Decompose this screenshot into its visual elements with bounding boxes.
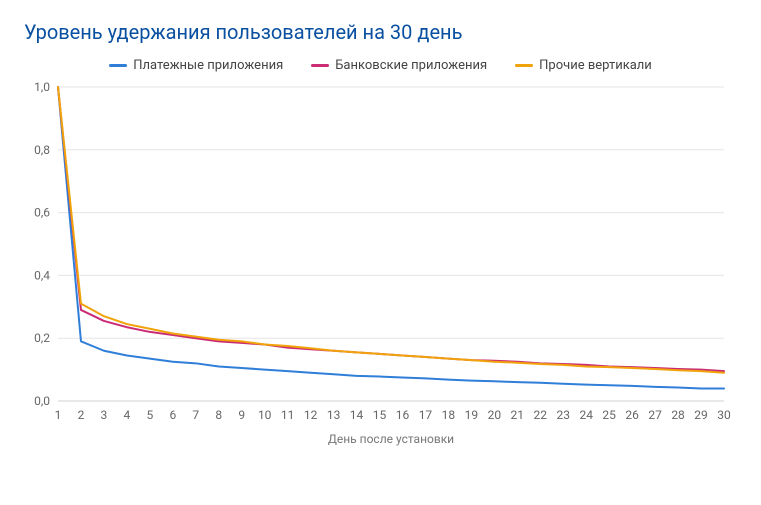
x-tick-label: 22 <box>534 408 548 422</box>
legend-label: Банковские приложения <box>335 58 487 73</box>
x-tick-label: 2 <box>78 408 85 422</box>
legend-item: Прочие вертикали <box>515 58 652 73</box>
legend-label: Прочие вертикали <box>539 58 652 73</box>
x-tick-label: 16 <box>396 408 410 422</box>
y-axis: 0,0 0,2 0,4 0,6 0,8 1,0 <box>34 81 50 408</box>
legend-label: Платежные приложения <box>133 58 283 73</box>
x-tick-label: 8 <box>215 408 222 422</box>
x-tick-label: 29 <box>694 408 708 422</box>
x-tick-label: 11 <box>281 408 295 422</box>
legend-item: Платежные приложения <box>109 58 283 73</box>
x-tick-label: 28 <box>671 408 685 422</box>
y-tick-label: 0,8 <box>34 143 50 157</box>
y-tick-label: 0,0 <box>34 394 50 408</box>
x-axis: 1234567891011121314151617181920212223242… <box>55 408 731 422</box>
x-axis-label: День после установки <box>328 432 454 446</box>
y-tick-label: 0,2 <box>34 331 50 345</box>
x-tick-label: 6 <box>169 408 176 422</box>
x-tick-label: 7 <box>192 408 199 422</box>
legend-swatch <box>109 64 127 67</box>
y-tick-label: 1,0 <box>34 81 50 94</box>
legend-swatch <box>311 64 329 67</box>
x-tick-label: 24 <box>579 408 593 422</box>
x-tick-label: 9 <box>238 408 245 422</box>
x-tick-label: 15 <box>373 408 387 422</box>
retention-chart: 0,00,20,40,60,81,01234567891011121314151… <box>24 81 737 461</box>
x-tick-label: 26 <box>625 408 639 422</box>
chart-title: Уровень удержания пользователей на 30 де… <box>24 20 737 44</box>
y-tick-label: 0,4 <box>34 268 50 282</box>
series-line <box>58 87 724 388</box>
x-tick-label: 3 <box>101 408 108 422</box>
x-tick-label: 18 <box>442 408 456 422</box>
chart-svg: 0,00,20,40,60,81,01234567891011121314151… <box>24 81 737 461</box>
series-line <box>58 87 724 371</box>
x-tick-label: 19 <box>465 408 479 422</box>
x-tick-label: 17 <box>419 408 433 422</box>
x-tick-label: 5 <box>146 408 153 422</box>
x-tick-label: 12 <box>304 408 318 422</box>
series-line <box>58 87 724 373</box>
x-tick-label: 10 <box>258 408 272 422</box>
x-tick-label: 13 <box>327 408 341 422</box>
x-tick-label: 27 <box>648 408 662 422</box>
x-tick-label: 4 <box>124 408 131 422</box>
x-tick-label: 23 <box>556 408 570 422</box>
x-tick-label: 1 <box>55 408 62 422</box>
legend-swatch <box>515 64 533 67</box>
x-tick-label: 30 <box>717 408 731 422</box>
x-tick-label: 20 <box>488 408 502 422</box>
x-tick-label: 25 <box>602 408 616 422</box>
y-tick-label: 0,6 <box>34 206 50 220</box>
x-tick-label: 21 <box>511 408 524 422</box>
legend: Платежные приложения Банковские приложени… <box>24 58 737 73</box>
legend-item: Банковские приложения <box>311 58 487 73</box>
x-tick-label: 14 <box>350 408 364 422</box>
